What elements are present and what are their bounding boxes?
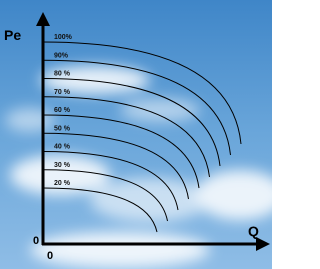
curve-label: 60 % [54, 107, 71, 114]
curve-label: 90% [54, 52, 69, 59]
curve-label: 40 % [54, 144, 71, 151]
curve-label: 80 % [54, 71, 71, 78]
diagram: 100% 90% 80 % 70 % 60 % 50 % 40 % 30 % 20 % Pe Q… [0, 0, 272, 269]
x-axis-label: Q [248, 223, 259, 239]
x-origin: 0 [47, 250, 53, 262]
curve-label: 70 % [54, 89, 71, 96]
background [0, 0, 272, 269]
curve-label: 20 % [54, 180, 71, 187]
curve-label: 50 % [54, 125, 71, 132]
y-axis-label: Pe [4, 27, 21, 43]
y-origin: 0 [33, 235, 39, 247]
curve-label: 100% [54, 34, 73, 41]
curve-label: 30 % [54, 162, 71, 169]
